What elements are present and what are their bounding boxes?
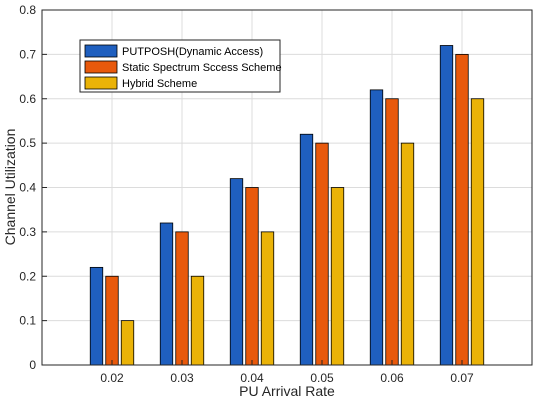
- y-tick-label: 0.8: [19, 3, 36, 17]
- x-axis-label: PU Arrival Rate: [239, 383, 335, 399]
- bar: [159, 222, 174, 366]
- y-tick-label: 0.1: [19, 314, 36, 328]
- y-tick-label: 0.4: [19, 181, 36, 195]
- bar: [299, 133, 314, 366]
- y-tick-label: 0.2: [19, 269, 36, 283]
- bar: [120, 320, 135, 366]
- x-tick-label: 0.04: [240, 371, 264, 385]
- legend-swatch: [84, 76, 118, 90]
- bar: [89, 266, 104, 366]
- bar: [470, 98, 485, 366]
- y-tick-label: 0.3: [19, 225, 36, 239]
- x-tick-label: 0.02: [100, 371, 124, 385]
- y-tick-label: 0: [29, 358, 36, 372]
- bar: [400, 142, 415, 366]
- bar: [175, 231, 189, 366]
- legend-label: Static Spectrum Sccess Scheme: [122, 62, 282, 74]
- x-tick-label: 0.03: [170, 371, 194, 385]
- x-tick-label: 0.05: [310, 371, 334, 385]
- y-tick-label: 0.7: [19, 47, 36, 61]
- bar: [105, 275, 119, 366]
- legend-swatch: [84, 44, 118, 58]
- bar: [330, 187, 345, 366]
- legend-label: PUTPOSH(Dynamic Access): [122, 46, 263, 58]
- y-tick-label: 0.5: [19, 136, 36, 150]
- bar: [229, 178, 244, 366]
- bar: [190, 275, 205, 366]
- bar: [439, 45, 454, 366]
- bar: [260, 231, 275, 366]
- x-axis-ticks: 0.02 0.03 0.04 0.05 0.06 0.07: [100, 360, 474, 385]
- legend: PUTPOSH(Dynamic Access) Static Spectrum S…: [79, 39, 282, 93]
- x-tick-label: 0.07: [450, 371, 474, 385]
- bar: [315, 142, 329, 366]
- bar-series: [89, 45, 485, 366]
- legend-swatch: [84, 60, 118, 74]
- x-tick-label: 0.06: [380, 371, 404, 385]
- bar: [385, 98, 399, 366]
- y-axis-label: Channel Utilization: [2, 129, 18, 246]
- bar: [369, 89, 384, 366]
- legend-label: Hybrid Scheme: [122, 78, 197, 90]
- bar: [455, 53, 469, 366]
- y-tick-label: 0.6: [19, 92, 36, 106]
- y-axis-ticks: 0 0.1 0.2 0.3 0.4 0.5 0.6 0.7 0.8: [19, 3, 47, 372]
- bar: [245, 187, 259, 366]
